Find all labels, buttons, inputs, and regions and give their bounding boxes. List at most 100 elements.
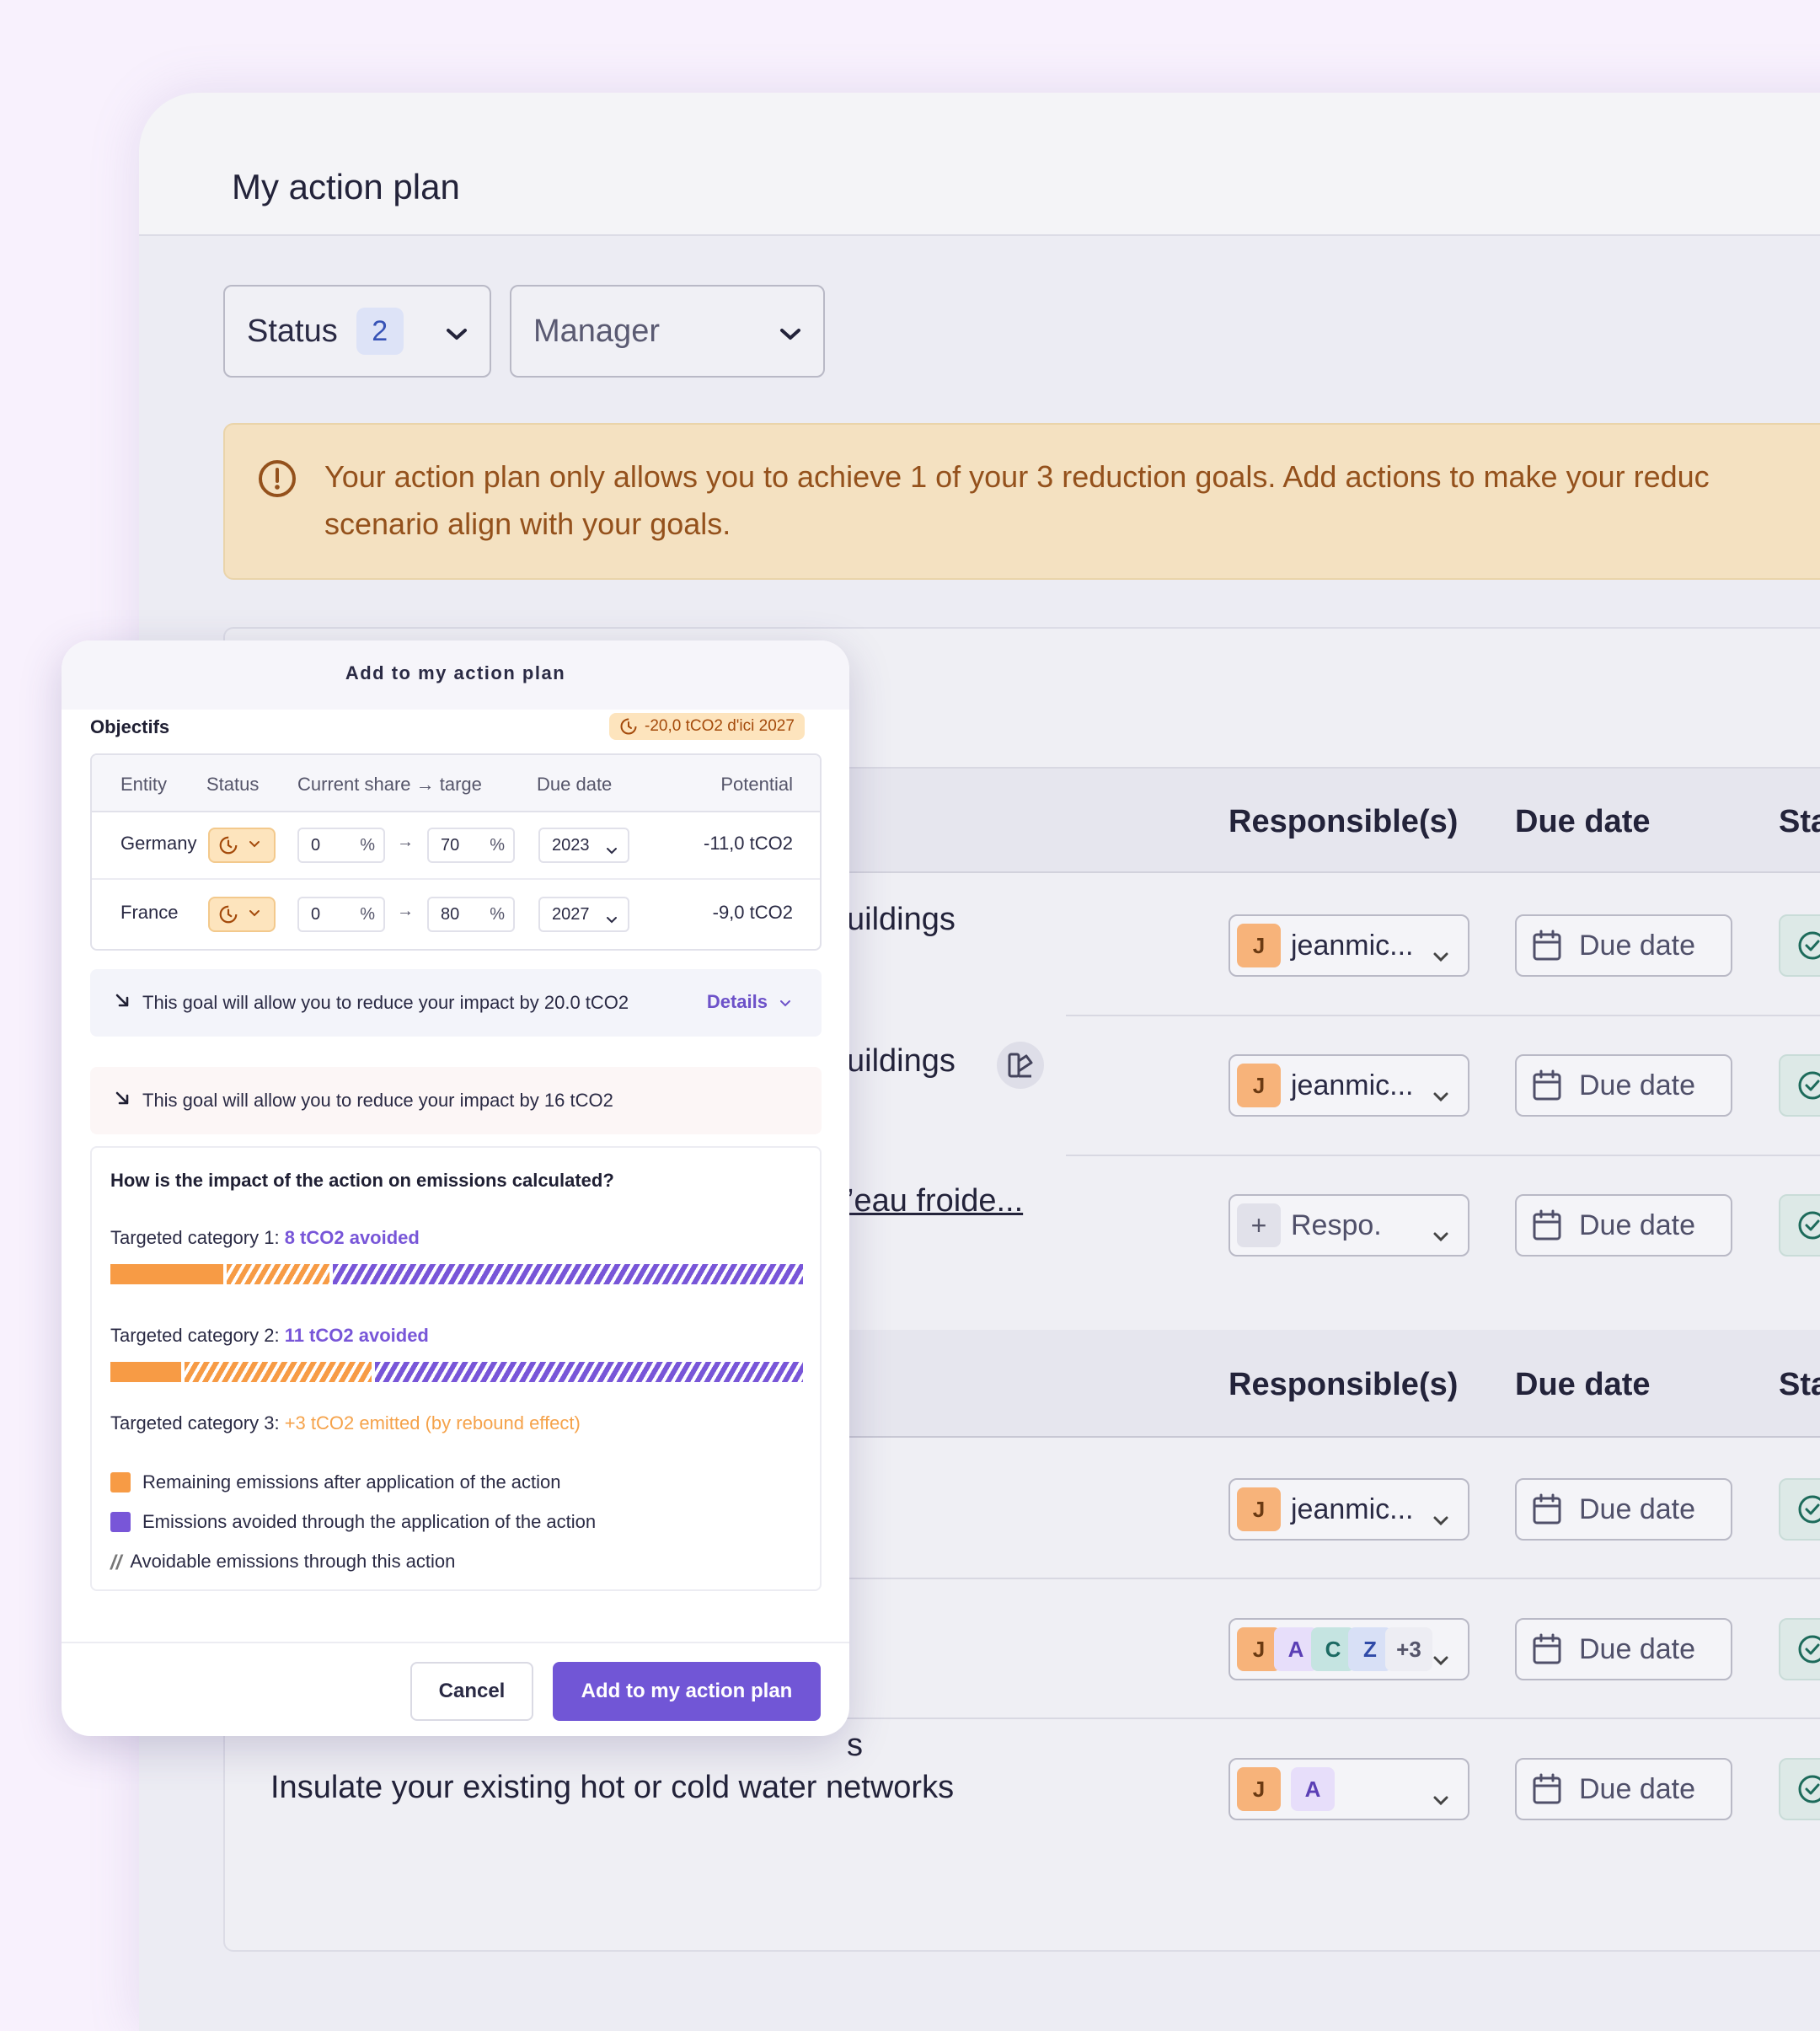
check-circle-icon — [1798, 931, 1820, 960]
avatar: J — [1237, 924, 1281, 967]
calendar-icon — [1533, 1633, 1561, 1664]
action-title-link[interactable]: ’eau froide... — [847, 1183, 1024, 1219]
avatar: J — [1237, 1487, 1281, 1531]
legend-avoided: Emissions avoided through the applicatio… — [110, 1511, 596, 1533]
calendar-icon — [1533, 1773, 1561, 1804]
objectives-table: Entity Status Current share → targe Due … — [90, 753, 822, 951]
target-share-input[interactable]: 80% — [427, 897, 515, 932]
due-date-placeholder: Due date — [1579, 1208, 1695, 1241]
due-date-picker[interactable]: Due date — [1515, 914, 1732, 977]
details-toggle[interactable]: Details — [707, 991, 791, 1013]
status-select[interactable] — [1779, 914, 1820, 977]
due-year-value: 2023 — [552, 835, 590, 855]
status-filter-count: 2 — [356, 308, 404, 355]
potential-value: -11,0 tCO2 — [704, 833, 793, 854]
header-responsible: Responsible(s) — [1228, 804, 1459, 839]
avatar: J — [1237, 1064, 1281, 1107]
chevron-down-icon — [446, 313, 468, 350]
arrow-down-right-icon — [114, 1089, 131, 1112]
chevron-down-icon — [1432, 1502, 1449, 1535]
legend-swatch-orange — [110, 1472, 131, 1492]
due-date-picker[interactable]: Due date — [1515, 1758, 1732, 1820]
calendar-icon — [1533, 930, 1561, 961]
due-year-select[interactable]: 2027 — [538, 897, 629, 932]
status-select[interactable] — [1779, 1758, 1820, 1820]
responsible-select[interactable]: J jeanmic... — [1228, 1478, 1469, 1541]
percent-sign: % — [360, 835, 375, 855]
current-share-value: 0 — [311, 835, 321, 855]
hatch-icon: // — [110, 1551, 122, 1574]
status-select[interactable] — [1779, 1054, 1820, 1117]
status-select[interactable] — [1779, 1194, 1820, 1257]
action-title[interactable]: s — [847, 1728, 863, 1763]
entity-status-select[interactable] — [208, 828, 276, 863]
due-date-picker[interactable]: Due date — [1515, 1054, 1732, 1117]
current-share-input[interactable]: 0% — [297, 897, 385, 932]
action-title[interactable]: uildings — [847, 902, 956, 937]
action-title[interactable]: uildings — [847, 1043, 956, 1079]
responsible-select[interactable]: + Respo. — [1228, 1194, 1469, 1257]
responsible-name: jeanmic... — [1291, 929, 1414, 962]
col-status: Status — [206, 774, 260, 795]
check-circle-icon — [1798, 1495, 1820, 1524]
header-status: Status — [1779, 804, 1820, 839]
clock-icon — [620, 718, 637, 735]
objectives-table-header: Entity Status Current share → targe Due … — [92, 755, 820, 812]
avatar: A — [1291, 1767, 1335, 1811]
entity-status-select[interactable] — [208, 897, 276, 932]
modal-header: Add to my action plan — [62, 640, 849, 710]
legend-avoidable: // Avoidable emissions through this acti… — [110, 1551, 456, 1574]
details-label: Details — [706, 991, 768, 1012]
chevron-down-icon — [1432, 1078, 1449, 1111]
cancel-button[interactable]: Cancel — [410, 1662, 533, 1721]
category-1-value: 8 tCO2 avoided — [284, 1227, 420, 1248]
responsible-select[interactable]: J jeanmic... — [1228, 914, 1469, 977]
due-date-picker[interactable]: Due date — [1515, 1194, 1732, 1257]
category-3-line: Targeted category 3: +3 tCO2 emitted (by… — [110, 1412, 581, 1434]
due-date-picker[interactable]: Due date — [1515, 1618, 1732, 1680]
goal-impact-info-2: This goal will allow you to reduce your … — [90, 1067, 822, 1134]
avatar: A — [1274, 1627, 1318, 1671]
percent-sign: % — [360, 904, 375, 924]
responsible-avatars[interactable]: J A — [1228, 1758, 1469, 1820]
current-share-input[interactable]: 0% — [297, 828, 385, 863]
arrow-down-right-icon — [114, 991, 131, 1015]
legend-avoidable-text: Avoidable emissions through this action — [130, 1551, 456, 1572]
current-share-value: 0 — [311, 904, 321, 924]
remaining-segment — [110, 1264, 223, 1284]
target-share-input[interactable]: 70% — [427, 828, 515, 863]
manager-filter[interactable]: Manager — [510, 285, 825, 378]
add-to-action-plan-button[interactable]: Add to my action plan — [553, 1662, 821, 1721]
header-statut: Statut — [1779, 1367, 1820, 1402]
status-select[interactable] — [1779, 1618, 1820, 1680]
responsible-name: jeanmic... — [1291, 1492, 1414, 1525]
add-to-action-plan-modal: Add to my action plan Objectifs -20,0 tC… — [62, 640, 849, 1736]
check-circle-icon — [1798, 1071, 1820, 1100]
responsible-avatars[interactable]: J A C Z +3 — [1228, 1618, 1469, 1680]
responsible-select[interactable]: J jeanmic... — [1228, 1054, 1469, 1117]
chevron-down-icon — [606, 841, 618, 860]
category-1-bar — [110, 1264, 803, 1284]
category-2-line: Targeted category 2: 11 tCO2 avoided — [110, 1325, 429, 1347]
calendar-icon — [1533, 1209, 1561, 1241]
due-year-select[interactable]: 2023 — [538, 828, 629, 863]
warning-icon — [257, 458, 297, 512]
chevron-down-icon — [1432, 1782, 1449, 1814]
due-date-picker[interactable]: Due date — [1515, 1478, 1732, 1541]
col-potential: Potential — [720, 774, 793, 795]
arrow-right: → — [397, 833, 414, 851]
row-divider — [223, 1718, 1820, 1719]
due-date-placeholder: Due date — [1579, 1632, 1695, 1665]
action-title[interactable]: Insulate your existing hot or cold water… — [270, 1770, 955, 1805]
modal-title: Add to my action plan — [345, 662, 566, 683]
table-row: Germany 0% → 70% 2023 -11,0 tCO2 — [92, 812, 820, 880]
category-2-bar — [110, 1362, 803, 1382]
avoidable-remaining-segment — [185, 1362, 372, 1382]
goal-impact-info: This goal will allow you to reduce your … — [90, 969, 822, 1037]
table-row: France 0% → 80% 2027 -9,0 tCO2 — [92, 882, 820, 949]
status-select[interactable] — [1779, 1478, 1820, 1541]
due-date-placeholder: Due date — [1579, 1772, 1695, 1805]
avatar: Z — [1348, 1627, 1392, 1671]
avatar: C — [1311, 1627, 1355, 1671]
status-filter[interactable]: Status 2 — [223, 285, 491, 378]
